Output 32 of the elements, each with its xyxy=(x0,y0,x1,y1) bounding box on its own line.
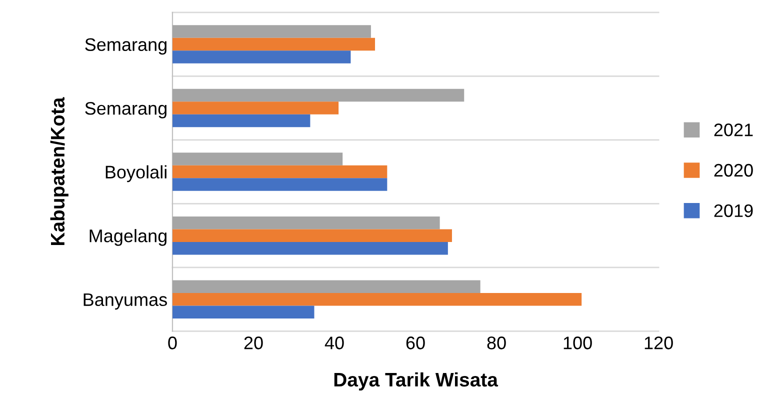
bar xyxy=(172,152,343,166)
y-tick-label: Boyolali xyxy=(106,165,166,182)
y-tick-label: Semarang xyxy=(85,102,166,118)
bar xyxy=(172,50,351,64)
bar xyxy=(172,280,480,293)
x-tick-label: 40 xyxy=(324,336,344,350)
bar xyxy=(172,229,452,242)
bar xyxy=(172,25,371,38)
legend-label: 2021 xyxy=(714,124,753,136)
bar xyxy=(172,114,310,128)
x-tick-label: 80 xyxy=(487,336,506,350)
y-tick-label: Semarang xyxy=(85,38,166,55)
bar xyxy=(172,306,314,318)
bar xyxy=(172,178,388,191)
legend-label: 2019 xyxy=(714,204,753,218)
bar xyxy=(172,216,440,230)
y-axis-title: Kabupaten/Kota xyxy=(50,97,68,246)
bar xyxy=(172,88,464,102)
y-tick-label: Magelang xyxy=(90,229,166,246)
x-tick-label: 0 xyxy=(168,336,177,350)
bar xyxy=(172,165,388,178)
bar xyxy=(172,242,448,255)
bar xyxy=(172,102,339,114)
x-tick-label: 20 xyxy=(244,336,263,350)
x-tick-label: 60 xyxy=(406,336,425,350)
bar xyxy=(172,38,376,51)
x-axis-title: Daya Tarik Wisata xyxy=(334,372,498,390)
x-tick-label: 120 xyxy=(644,336,673,350)
legend-label: 2020 xyxy=(714,164,753,177)
y-tick-label: Banyumas xyxy=(84,293,167,310)
bar xyxy=(172,292,582,306)
x-tick-label: 100 xyxy=(564,336,592,350)
